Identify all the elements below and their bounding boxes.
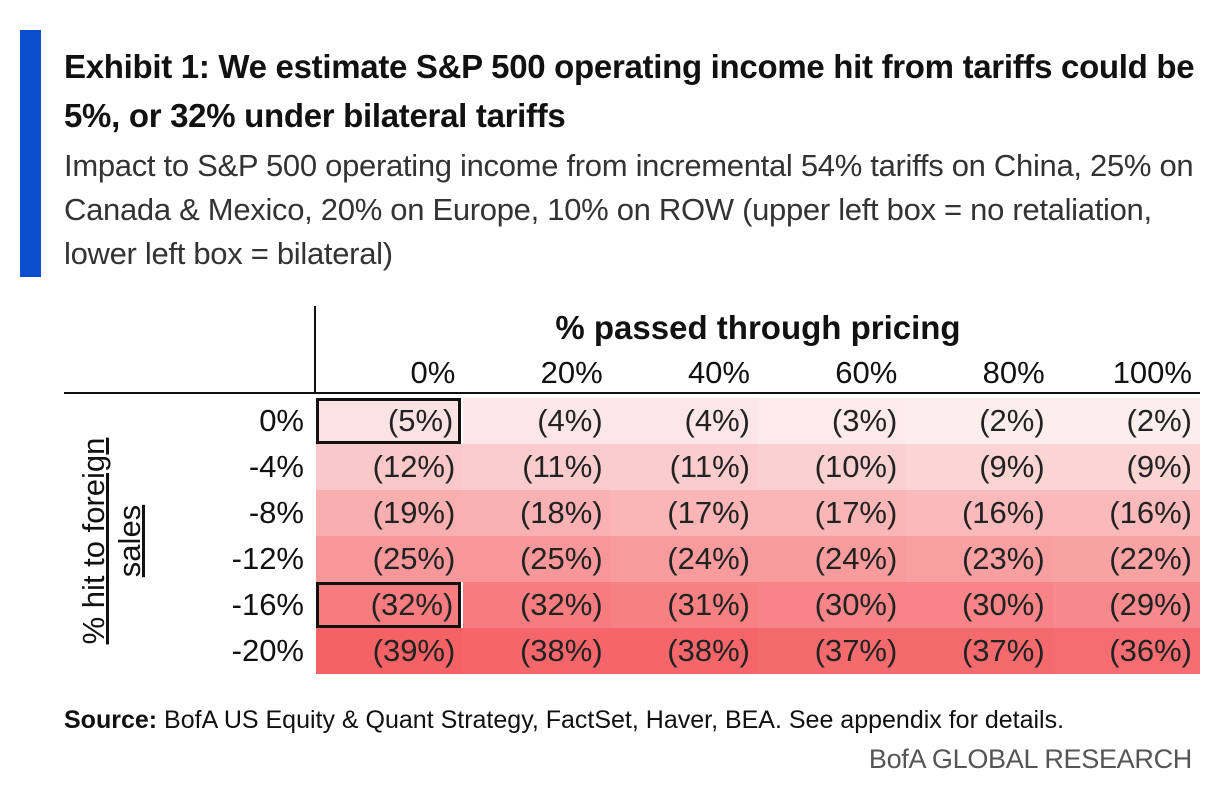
heatmap-cell: (38%): [610, 628, 758, 674]
heatmap-cell: (19%): [316, 490, 464, 536]
y-axis-title: % hit to foreign sales: [76, 437, 147, 645]
heatmap-cell: (22%): [1052, 536, 1200, 582]
heatmap-cell: (9%): [905, 444, 1053, 490]
column-header: 60%: [835, 355, 898, 390]
heatmap-cell: (11%): [610, 444, 758, 490]
heatmap-cell: (17%): [758, 490, 906, 536]
column-header: 40%: [687, 355, 750, 390]
accent-bar: [20, 30, 41, 277]
header-divider-vertical: [314, 306, 316, 392]
heatmap-cell: (36%): [1052, 628, 1200, 674]
heatmap-cell-highlighted: (5%): [316, 398, 462, 444]
heatmap-cell: (2%): [1052, 398, 1200, 444]
heatmap-cell: (4%): [610, 398, 758, 444]
column-header: 100%: [1112, 355, 1192, 390]
heatmap-cell: (25%): [463, 536, 611, 582]
heatmap-cell: (30%): [758, 582, 906, 628]
source-text: BofA US Equity & Quant Strategy, FactSet…: [164, 706, 1065, 734]
row-header: -16%: [231, 587, 304, 622]
y-axis-title-wrap: % hit to foreign sales: [52, 398, 172, 684]
x-axis-title: % passed through pricing: [555, 309, 961, 346]
heatmap-cell: (4%): [463, 398, 611, 444]
heatmap-cell-highlighted: (32%): [316, 582, 462, 628]
heatmap-cell: (16%): [905, 490, 1053, 536]
heatmap-cell: (38%): [463, 628, 611, 674]
brand-label: BofA GLOBAL RESEARCH: [868, 744, 1192, 774]
heatmap-cell: (31%): [610, 582, 758, 628]
row-header: -20%: [231, 633, 304, 668]
heatmap-cell: (11%): [463, 444, 611, 490]
source-label: Source:: [64, 706, 158, 734]
heatmap-cell: (25%): [316, 536, 464, 582]
heatmap-cell: (2%): [905, 398, 1053, 444]
heatmap-cell: (39%): [316, 628, 464, 674]
heatmap-cell: (24%): [610, 536, 758, 582]
heatmap-cell: (24%): [758, 536, 906, 582]
heatmap-cell: (16%): [1052, 490, 1200, 536]
row-header: 0%: [259, 403, 304, 438]
row-header: -8%: [248, 495, 304, 530]
column-header: 80%: [982, 355, 1045, 390]
header-divider-horizontal: [64, 392, 1200, 394]
row-header: -4%: [248, 449, 304, 484]
heatmap-cell: (29%): [1052, 582, 1200, 628]
heatmap-cell: (12%): [316, 444, 464, 490]
chart-title: Exhibit 1: We estimate S&P 500 operating…: [64, 48, 1195, 134]
column-header: 20%: [540, 355, 603, 390]
chart-subtitle: Impact to S&P 500 operating income from …: [64, 148, 1194, 271]
heatmap-cell: (18%): [463, 490, 611, 536]
row-header: -12%: [231, 541, 304, 576]
heatmap-cell: (37%): [758, 628, 906, 674]
heatmap-cell: (9%): [1052, 444, 1200, 490]
heatmap-cell: (10%): [758, 444, 906, 490]
source-note: Source: BofA US Equity & Quant Strategy,…: [64, 704, 1064, 736]
heatmap-cell: (23%): [905, 536, 1053, 582]
column-header: 0%: [410, 355, 456, 390]
heatmap-cell: (32%): [463, 582, 611, 628]
heatmap-cell: (17%): [610, 490, 758, 536]
heatmap-cell: (3%): [758, 398, 906, 444]
heatmap-cell: (37%): [905, 628, 1053, 674]
heatmap-cell: (30%): [905, 582, 1053, 628]
